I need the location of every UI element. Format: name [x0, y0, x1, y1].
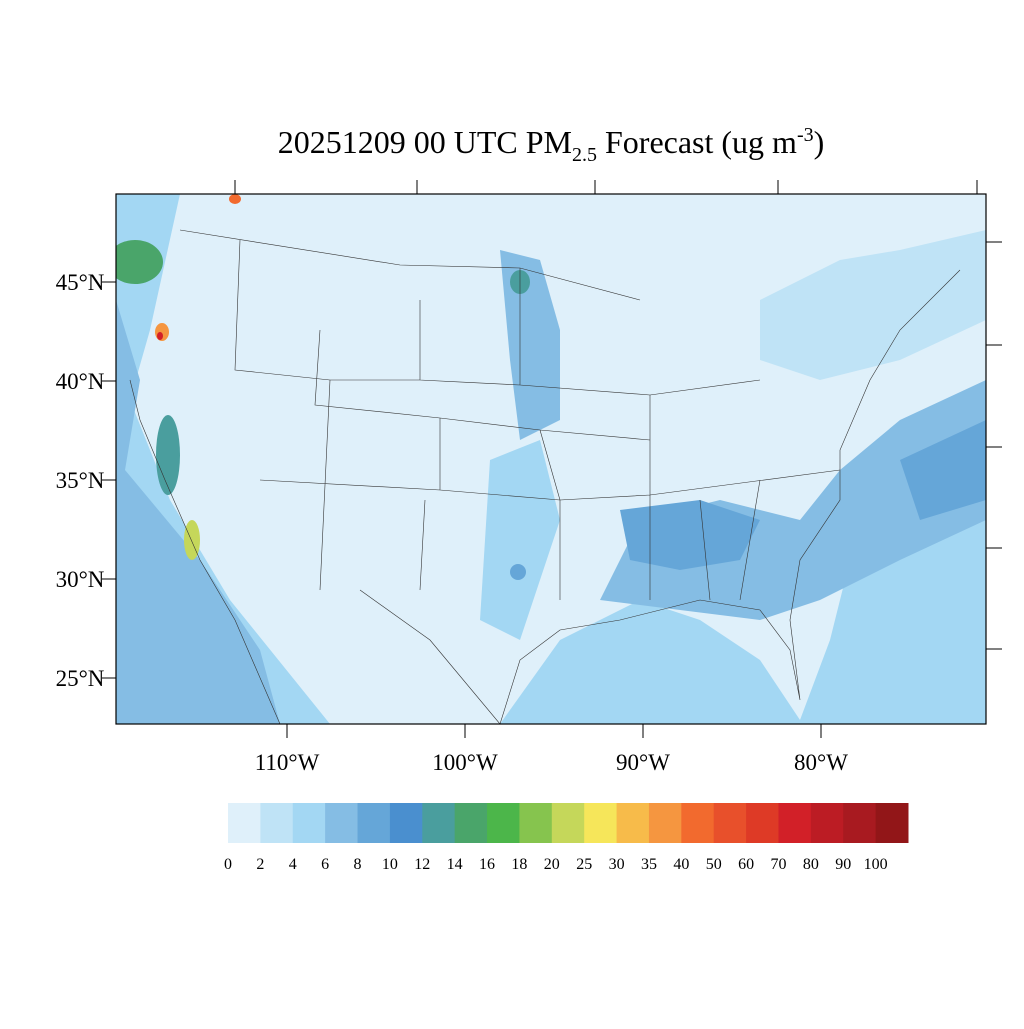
lat-label: 40°N — [56, 369, 105, 394]
colorbar-box — [325, 803, 359, 843]
title-main: 20251209 00 UTC PM — [278, 124, 572, 160]
colorbar-label: 80 — [803, 856, 819, 873]
colorbar-box — [357, 803, 391, 843]
lat-label: 30°N — [56, 567, 105, 592]
colorbar-label: 25 — [576, 856, 592, 873]
colorbar-box — [778, 803, 812, 843]
lon-label: 100°W — [432, 750, 498, 775]
title: 20251209 00 UTC PM2.5 Forecast (ug m-3) — [278, 124, 825, 166]
colorbar-label: 20 — [544, 856, 560, 873]
colorbar-label: 10 — [382, 856, 398, 873]
colorbar-label: 18 — [511, 856, 527, 873]
colorbar-label: 0 — [224, 856, 232, 873]
graticule-ticks — [234, 180, 1002, 650]
colorbar-box — [551, 803, 585, 843]
colorbar-box — [713, 803, 747, 843]
lon-label: 110°W — [255, 750, 320, 775]
colorbar-box — [875, 803, 909, 843]
lat-label: 35°N — [56, 468, 105, 493]
colorbar-box — [519, 803, 553, 843]
colorbar-label: 60 — [738, 856, 754, 873]
title-end: ) — [814, 124, 825, 160]
map-frame — [115, 193, 987, 725]
title-sup: -3 — [797, 124, 814, 146]
colorbar-box — [843, 803, 877, 843]
colorbar-box — [228, 803, 261, 843]
map — [116, 194, 986, 724]
colorbar-label: 90 — [835, 856, 851, 873]
title-middle: Forecast (ug m — [597, 124, 797, 160]
colorbar-box — [389, 803, 423, 843]
lon-label: 80°W — [794, 750, 848, 775]
colorbar-box — [648, 803, 682, 843]
colorbar-label: 40 — [673, 856, 689, 873]
colorbar-label: 14 — [447, 856, 463, 873]
colorbar-label: 8 — [354, 856, 362, 873]
colorbar-box — [260, 803, 294, 843]
colorbar-label: 100 — [864, 856, 888, 873]
colorbar-label: 6 — [321, 856, 329, 873]
colorbar-box — [292, 803, 326, 843]
colorbar-label: 16 — [479, 856, 495, 873]
colorbar-label: 70 — [770, 856, 786, 873]
colorbar-box — [454, 803, 488, 843]
colorbar-label: 2 — [256, 856, 264, 873]
colorbar-box — [681, 803, 715, 843]
colorbar-box — [584, 803, 618, 843]
colorbar-label: 35 — [641, 856, 657, 873]
colorbar-box — [487, 803, 520, 843]
lon-label: 90°W — [616, 750, 670, 775]
lat-label: 25°N — [56, 666, 105, 691]
colorbar-label: 50 — [706, 856, 722, 873]
title-sub: 2.5 — [572, 144, 597, 166]
colorbar-box — [422, 803, 456, 843]
colorbar-box — [746, 803, 779, 843]
colorbar-label: 4 — [289, 856, 297, 873]
colorbar-box — [616, 803, 650, 843]
lat-label: 45°N — [56, 270, 105, 295]
colorbar-label: 30 — [609, 856, 625, 873]
colorbar-box — [810, 803, 844, 843]
colorbar-label: 12 — [414, 856, 430, 873]
